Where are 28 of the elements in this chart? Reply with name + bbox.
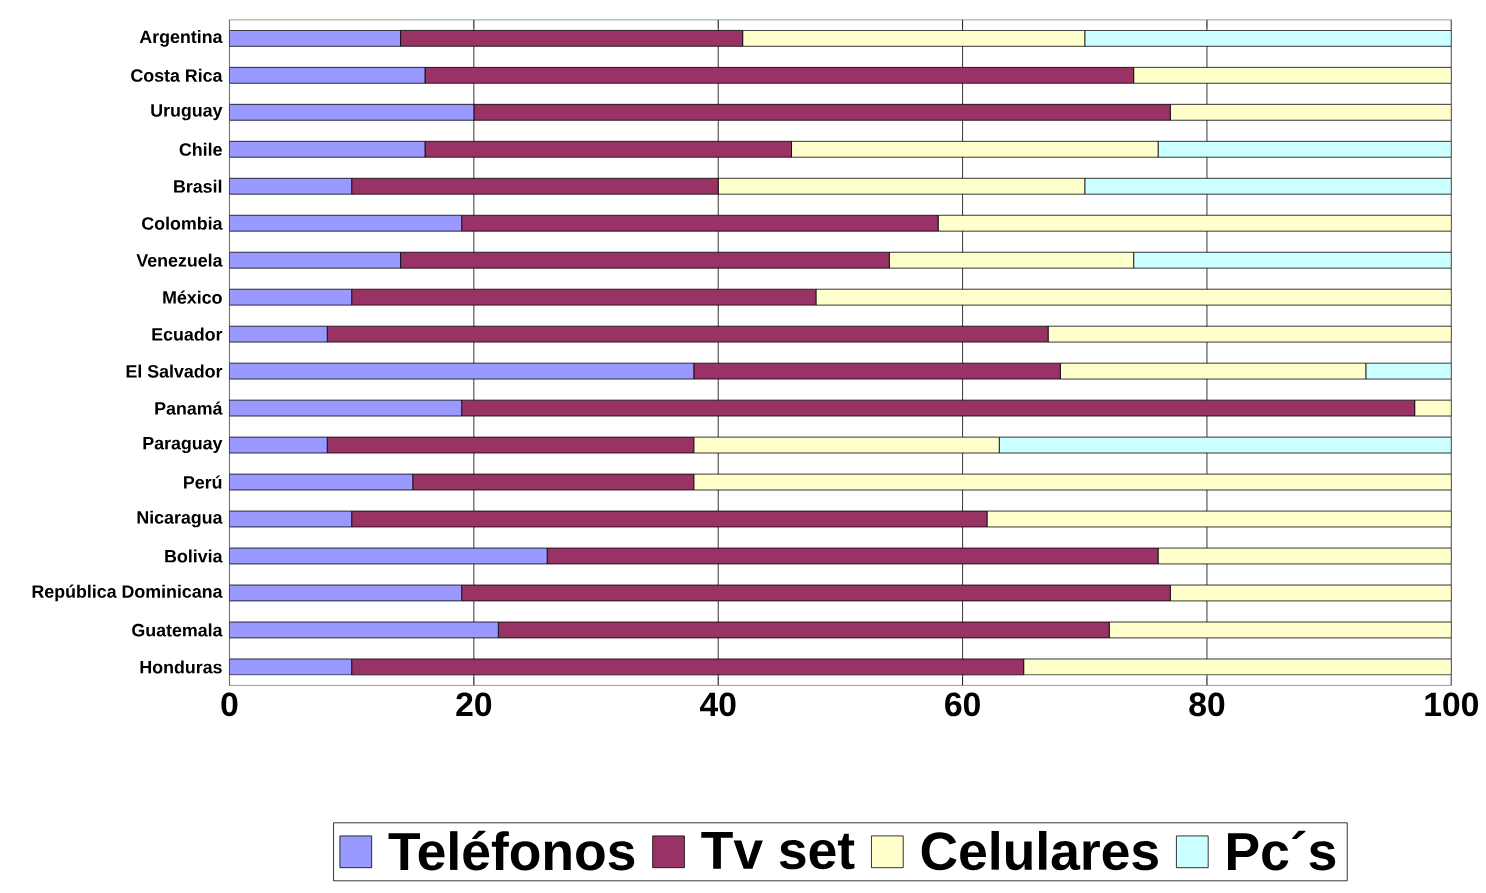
y-tick-label: Colombia [142,216,223,230]
y-tick-label: República Dominicana [32,584,223,602]
x-tick-label: 100 [1425,692,1478,717]
y-tick-label: Honduras [140,660,222,674]
x-tick-label: 60 [945,692,980,717]
y-tick-label: Paraguay [143,437,223,454]
y-tick-label: Bolivia [165,549,223,563]
x-tick-label: 80 [1189,692,1225,717]
x-tick-label: 20 [456,692,492,717]
y-tick-label: Guatemala [132,623,223,637]
y-tick-label: Brasil [174,179,222,193]
legend-label: Celulares [921,830,1158,871]
x-tick-label: 40 [700,692,736,717]
y-tick-label: El Salvador [126,364,223,378]
x-tick-label: 0 [221,692,238,717]
y-tick-label: Argentina [139,29,223,47]
y-tick-label: Venezuela [136,253,223,267]
y-tick-label: Chile [179,142,222,156]
legend-label: Teléfonos [388,830,635,871]
y-tick-label: Nicaragua [137,510,223,528]
y-tick-label: México [163,290,222,304]
legend-label: Pc´s [1228,830,1336,871]
legend-label: Tv set [701,831,855,870]
y-tick-label: Perú [184,475,222,489]
y-tick-label: Costa Rica [131,68,223,82]
y-tick-label: Ecuador [152,327,223,341]
y-tick-label: Panamá [155,401,223,415]
y-tick-label: Uruguay [151,104,223,121]
